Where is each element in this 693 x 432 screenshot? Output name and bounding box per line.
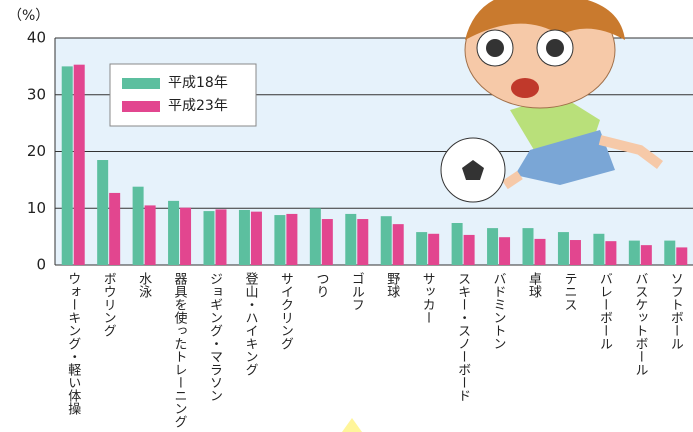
bar (345, 214, 356, 265)
legend-swatch (122, 78, 160, 89)
bar (357, 219, 368, 265)
bar (133, 187, 144, 265)
bar (570, 240, 581, 265)
bar (676, 247, 687, 265)
bar (251, 212, 262, 265)
y-tick-label: 40 (27, 29, 46, 47)
legend-box (110, 64, 256, 126)
legend-swatch (122, 101, 160, 112)
x-tick-label: 登山・ハイキング (242, 272, 258, 376)
bar (286, 214, 297, 265)
bar (523, 228, 534, 265)
bar (487, 228, 498, 265)
bar (558, 232, 569, 265)
legend-label: 平成18年 (168, 75, 228, 91)
bar (310, 208, 321, 265)
bar (464, 235, 475, 265)
x-tick-label: 水泳 (136, 272, 152, 298)
x-tick-label: ゴルフ (349, 272, 364, 311)
pupil (486, 39, 504, 57)
bar (180, 208, 191, 265)
bar (109, 193, 120, 265)
x-tick-label: 野球 (384, 272, 400, 298)
bar (97, 160, 108, 265)
y-tick-label: 0 (36, 256, 46, 274)
bar (593, 234, 604, 265)
x-tick-label: サイクリング (278, 272, 294, 350)
x-tick-label: 卓球 (526, 272, 542, 298)
x-tick-label: テニス (561, 272, 576, 311)
x-tick-label: つり (313, 272, 328, 298)
bar (274, 215, 285, 265)
pointer (342, 418, 362, 432)
x-tick-label: ジョギング・マラソン (207, 272, 223, 402)
bar (641, 245, 652, 265)
x-tick-label: ボウリング (101, 272, 117, 337)
bar (416, 232, 427, 265)
x-tick-label: バスケットボール (632, 272, 648, 376)
bar (629, 241, 640, 265)
bar (428, 234, 439, 265)
bar (168, 201, 179, 265)
bar (62, 66, 73, 265)
x-tick-label: バドミントン (491, 272, 507, 350)
bar (145, 205, 156, 265)
legend-label: 平成23年 (168, 98, 228, 114)
x-tick-label: ウォーキング・軽い体操 (65, 272, 81, 415)
bar (74, 65, 85, 265)
mouth (511, 78, 539, 98)
pupil (546, 39, 564, 57)
x-tick-label: ソフトボール (668, 272, 683, 350)
bar (322, 219, 333, 265)
bar (393, 224, 404, 265)
bar (499, 237, 510, 265)
bar (204, 211, 215, 265)
y-tick-label: 20 (27, 142, 46, 160)
bar (535, 239, 546, 265)
bar (452, 223, 463, 265)
y-tick-label: 30 (27, 85, 46, 103)
x-tick-label: サッカー (420, 272, 435, 324)
chart: （%） 0 10 20 30 40 ウォーキング・軽い体操 ボウリング 水泳 器具を使ったトレー… (0, 0, 693, 432)
x-tick-label: 器具を使ったトレーニング (172, 272, 188, 428)
bar (239, 210, 250, 265)
y-axis-label: （%） (8, 8, 49, 24)
bar (216, 209, 227, 265)
y-tick-label: 10 (27, 199, 46, 217)
bar (381, 216, 392, 265)
bar (664, 241, 675, 265)
x-tick-label: バレーボール (597, 272, 613, 350)
bar (605, 241, 616, 265)
x-tick-label: スキー・スノーボード (455, 272, 470, 402)
